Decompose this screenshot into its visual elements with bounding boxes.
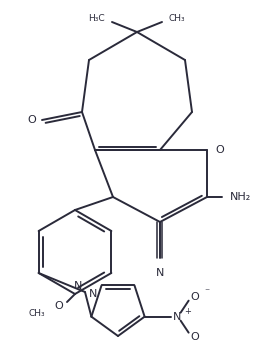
Text: CH₃: CH₃ xyxy=(169,13,185,22)
Text: H₃C: H₃C xyxy=(89,13,105,22)
Text: O: O xyxy=(215,145,224,155)
Text: O: O xyxy=(27,115,36,125)
Text: N: N xyxy=(74,281,82,291)
Text: NH₂: NH₂ xyxy=(230,192,251,202)
Text: O: O xyxy=(54,301,63,311)
Text: N: N xyxy=(172,312,181,322)
Text: CH₃: CH₃ xyxy=(28,309,45,318)
Text: ⁻: ⁻ xyxy=(205,288,210,298)
Text: O: O xyxy=(191,332,199,342)
Text: O: O xyxy=(191,292,199,302)
Text: +: + xyxy=(185,307,192,316)
Text: N: N xyxy=(156,268,164,278)
Text: N: N xyxy=(89,289,98,299)
